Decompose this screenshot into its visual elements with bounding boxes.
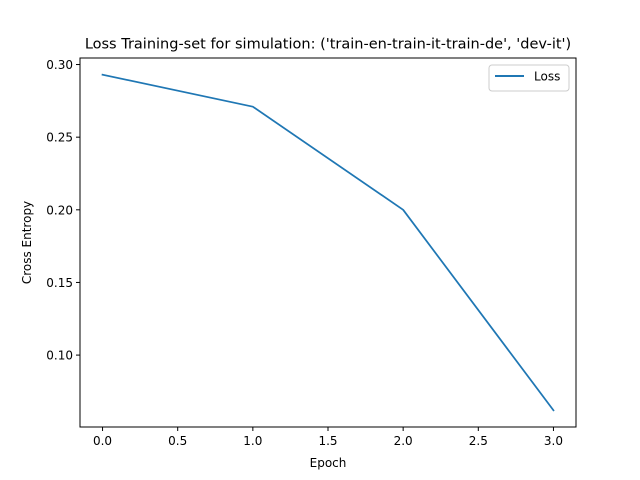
y-tick-label: 0.15 [46,276,73,290]
legend: Loss [488,64,570,92]
series-line-loss [101,73,555,412]
plot-frame [79,57,577,428]
y-tick-label: 0.20 [46,203,73,217]
x-tick-label: 0.5 [168,434,187,448]
y-tick-label: 0.30 [46,58,73,72]
y-axis-title: Cross Entropy [20,201,34,284]
y-tick-label: 0.10 [46,349,73,363]
x-tick-label: 1.0 [243,434,262,448]
x-tick-label: 2.0 [394,434,413,448]
y-axis-ticks: 0.10 0.15 0.20 0.25 0.30 [46,58,80,363]
x-tick-label: 0.0 [93,434,112,448]
x-axis-title: Epoch [310,456,347,470]
chart-title: Loss Training-set for simulation: ('trai… [85,37,571,53]
x-tick-label: 3.0 [544,434,563,448]
legend-box [488,64,570,92]
x-tick-label: 1.5 [318,434,337,448]
x-axis-ticks: 0.0 0.5 1.0 1.5 2.0 2.5 3.0 [93,427,563,448]
plot-area [80,58,576,427]
legend-label-loss: Loss [534,70,560,84]
y-tick-label: 0.25 [46,131,73,145]
x-tick-label: 2.5 [469,434,488,448]
series-layer [101,73,555,412]
